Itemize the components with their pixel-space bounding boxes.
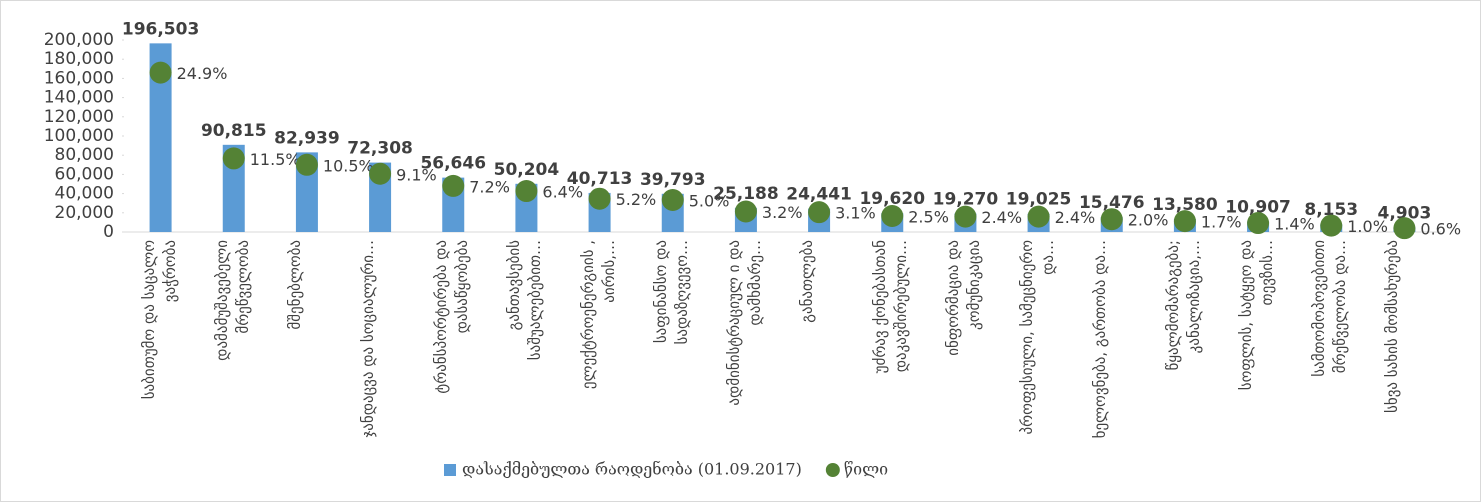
bar-value-label: 25,188: [713, 184, 779, 204]
x-tick-label: სხვა სახის მომსახურება: [1383, 240, 1402, 413]
dot: [515, 180, 538, 203]
dot: [808, 201, 831, 224]
y-tick-label: 80,000: [55, 145, 114, 165]
x-tick-label: ჯანდაცვა და სოციალური…: [359, 240, 378, 438]
x-tick-label: განთავსების საშუალებებით…: [505, 240, 545, 361]
y-tick-label: 0: [103, 222, 114, 242]
dot: [588, 187, 611, 210]
y-tick-label: 140,000: [44, 88, 114, 108]
bar-value-label: 196,503: [122, 19, 199, 39]
dot: [1173, 210, 1196, 233]
dot: [1027, 205, 1050, 228]
x-tick-label: ელექტროენერგიის , აირის,…: [578, 240, 618, 390]
x-tick-label: დამამუშავებელი მრეწველობა: [212, 240, 252, 361]
dot-value-label: 2.4%: [981, 208, 1022, 227]
legend-label: წილი: [844, 460, 888, 479]
dot: [661, 189, 684, 211]
dot-value-label: 1.4%: [1274, 215, 1315, 234]
bar-value-label: 82,939: [274, 128, 340, 148]
dot: [734, 200, 757, 223]
dot: [954, 205, 977, 228]
bar-value-label: 90,815: [201, 121, 267, 141]
dot-value-label: 11.5%: [250, 150, 301, 169]
y-tick-label: 20,000: [55, 203, 114, 223]
x-tick-label: პროფესიული, სამეცნიერო და…: [1017, 240, 1057, 435]
bar-value-label: 19,025: [1006, 190, 1072, 210]
y-tick-label: 40,000: [55, 184, 114, 204]
legend-label: დასაქმებულთა რაოდენობა (01.09.2017): [462, 460, 802, 479]
legend-marker: [444, 464, 456, 476]
y-tick-label: 120,000: [44, 107, 114, 127]
x-tick-label: ტრანსპორტირება და დასაწყობება: [432, 240, 472, 394]
y-tick-label: 180,000: [44, 49, 114, 69]
y-tick-label: 200,000: [44, 30, 114, 50]
bar-value-label: 72,308: [347, 139, 413, 159]
x-tick-label: სოფლის, სატყეო და თევზის…: [1237, 240, 1277, 391]
x-tick-label: ხელოვნება, გართობა და…: [1090, 240, 1109, 439]
x-tick-label: წყალმომარაგება; კანალიზაცია,…: [1163, 240, 1203, 371]
dot-value-label: 5.0%: [689, 192, 730, 211]
bar-value-label: 10,907: [1225, 198, 1291, 218]
dot: [149, 61, 172, 84]
bar: [149, 43, 172, 233]
x-tick-label: საბითუმო და საცალო ვაჭრობა: [139, 240, 179, 400]
y-tick-label: 160,000: [44, 68, 114, 88]
dot-value-label: 2.4%: [1055, 208, 1096, 227]
x-tick-label: საფინანსო და სადაზღვევო…: [651, 240, 691, 345]
dot: [881, 205, 904, 227]
dot: [442, 174, 465, 197]
dot-value-label: 24.9%: [177, 64, 228, 83]
bar-value-label: 24,441: [786, 185, 852, 205]
bar-value-label: 15,476: [1079, 193, 1145, 213]
bar-value-label: 19,620: [859, 189, 925, 209]
y-tick-label: 60,000: [55, 164, 114, 184]
dot-value-label: 0.6%: [1420, 220, 1461, 239]
x-tick-label: ინფორმაცია და კომუნიკაცია: [944, 240, 984, 356]
bar-value-label: 40,713: [567, 169, 633, 189]
dot-value-label: 2.5%: [908, 208, 949, 227]
bar-value-label: 56,646: [420, 154, 486, 174]
dot-value-label: 3.1%: [835, 204, 876, 223]
x-tick-label: უძრავ ქონებასთან დაკავშირებული…: [871, 240, 911, 374]
bar-value-label: 13,580: [1152, 195, 1218, 215]
legend-marker: [825, 463, 840, 477]
x-tick-label: განათლება: [798, 240, 817, 323]
x-tick-label: სამთომოპოვებითი მრეწველობა და…: [1310, 240, 1350, 377]
dot-value-label: 9.1%: [396, 165, 437, 184]
dot-value-label: 2.0%: [1128, 211, 1169, 230]
dot: [1247, 212, 1270, 235]
y-tick-label: 100,000: [44, 126, 114, 146]
dot-value-label: 1.0%: [1347, 217, 1388, 236]
bar-value-label: 4,903: [1378, 203, 1432, 223]
bar-value-label: 50,204: [494, 160, 560, 180]
dot-value-label: 7.2%: [469, 177, 510, 196]
bar-value-label: 8,153: [1304, 200, 1358, 220]
dot: [369, 162, 392, 185]
dot: [1100, 208, 1123, 231]
dot-value-label: 5.2%: [616, 190, 657, 209]
bar-value-label: 39,793: [640, 170, 706, 190]
x-tick-label: ადმინისტრაციულ ი და დამხმარე…: [724, 240, 764, 406]
dot-value-label: 1.7%: [1201, 213, 1242, 232]
dot-value-label: 3.2%: [762, 203, 803, 222]
dot: [1320, 214, 1343, 237]
x-tick-label: მშენებლობა: [285, 240, 304, 330]
dot: [1393, 217, 1416, 240]
dot-value-label: 10.5%: [323, 156, 374, 175]
dot: [222, 147, 245, 170]
bar-value-label: 19,270: [933, 190, 999, 210]
dot: [295, 153, 318, 176]
dot-value-label: 6.4%: [542, 183, 583, 202]
